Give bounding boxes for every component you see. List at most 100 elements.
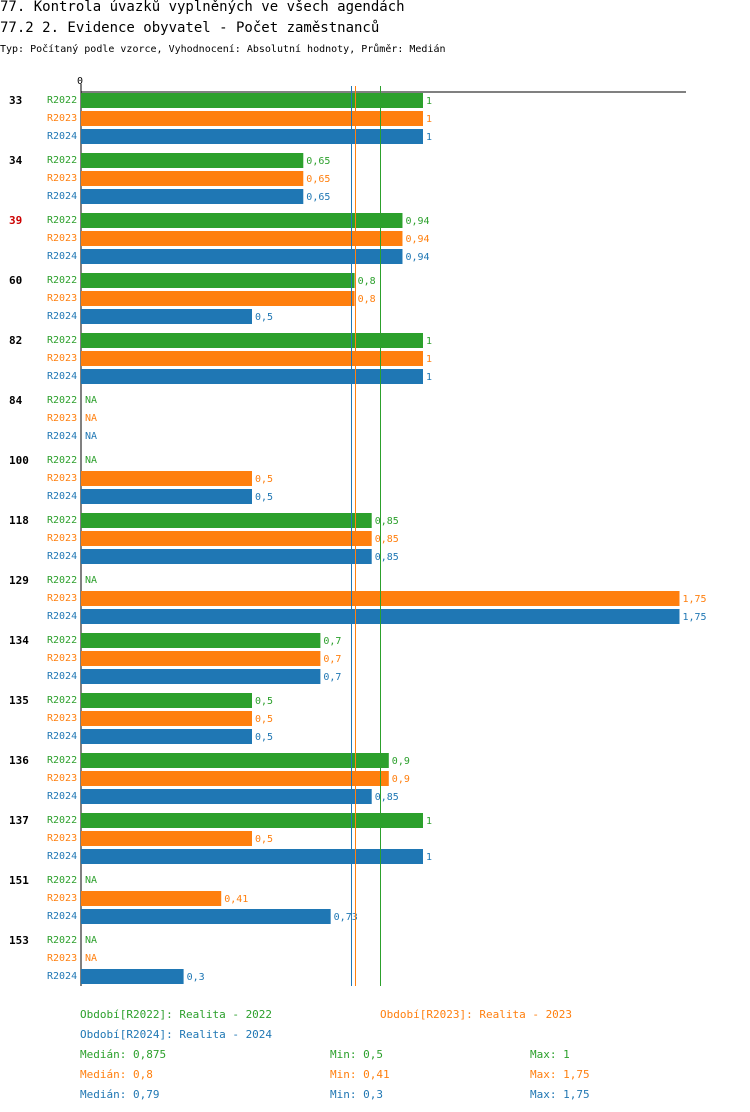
value-label: 1 — [426, 114, 432, 125]
bar — [81, 813, 423, 828]
value-label: 0,94 — [405, 252, 429, 263]
value-label: 0,73 — [334, 912, 358, 923]
value-label: 1 — [426, 132, 432, 143]
bar — [81, 831, 252, 846]
bar — [81, 969, 184, 984]
value-label: 0,7 — [323, 672, 341, 683]
stat-median: Medián: 0,875 — [80, 1048, 167, 1061]
series-label: R2022 — [47, 515, 77, 526]
category-label: 39 — [9, 214, 22, 227]
series-label: R2022 — [47, 215, 77, 226]
series-label: R2023 — [47, 653, 77, 664]
bar — [81, 693, 252, 708]
series-label: R2023 — [47, 233, 77, 244]
value-label: 1 — [426, 816, 432, 827]
value-label: 0,85 — [375, 534, 399, 545]
na-label: NA — [85, 455, 97, 466]
series-label: R2023 — [47, 713, 77, 724]
stat-min: Min: 0,5 — [330, 1048, 383, 1061]
na-label: NA — [85, 431, 97, 442]
value-label: 0,85 — [375, 516, 399, 527]
category-label: 33 — [9, 94, 22, 107]
bar — [81, 789, 372, 804]
bar — [81, 849, 423, 864]
series-label: R2024 — [47, 551, 77, 562]
chart-title: 77. Kontrola úvazků vyplněných ve všech … — [0, 0, 405, 15]
bar — [81, 471, 252, 486]
bar — [81, 93, 423, 108]
bar — [81, 633, 321, 648]
na-label: NA — [85, 413, 97, 424]
category-label: 153 — [9, 934, 29, 947]
series-label: R2024 — [47, 431, 77, 442]
bar — [81, 891, 222, 906]
bar — [81, 309, 252, 324]
series-label: R2023 — [47, 353, 77, 364]
category-label: 34 — [9, 154, 23, 167]
series-label: R2022 — [47, 935, 77, 946]
bar — [81, 369, 423, 384]
value-label: 0,5 — [255, 732, 273, 743]
category-label: 134 — [9, 634, 29, 647]
series-label: R2022 — [47, 755, 77, 766]
chart-subtitle: 77.2 2. Evidence obyvatel - Počet zaměst… — [0, 20, 380, 36]
bar — [81, 291, 355, 306]
na-label: NA — [85, 953, 97, 964]
series-label: R2022 — [47, 335, 77, 346]
legend-item: Období[R2022]: Realita - 2022 — [80, 1008, 273, 1021]
stat-min: Min: 0,41 — [330, 1068, 390, 1081]
series-label: R2023 — [47, 473, 77, 484]
category-label: 100 — [9, 454, 29, 467]
series-label: R2024 — [47, 791, 77, 802]
value-label: 0,5 — [255, 312, 273, 323]
legend-item: Období[R2024]: Realita - 2024 — [80, 1028, 273, 1041]
stat-max: Max: 1,75 — [530, 1068, 590, 1081]
value-label: 0,9 — [392, 756, 410, 767]
value-label: 0,5 — [255, 834, 273, 845]
value-label: 1 — [426, 96, 432, 107]
category-label: 84 — [9, 394, 23, 407]
series-label: R2024 — [47, 131, 77, 142]
series-label: R2023 — [47, 593, 77, 604]
category-label: 151 — [9, 874, 29, 887]
stat-max: Max: 1,75 — [530, 1088, 590, 1101]
bar — [81, 213, 403, 228]
stat-median: Medián: 0,79 — [80, 1088, 160, 1101]
value-label: 0,3 — [187, 972, 205, 983]
value-label: 1,75 — [683, 612, 707, 623]
value-label: 0,9 — [392, 774, 410, 785]
series-label: R2022 — [47, 695, 77, 706]
bar — [81, 171, 304, 186]
series-label: R2023 — [47, 833, 77, 844]
category-label: 129 — [9, 574, 29, 587]
series-label: R2022 — [47, 155, 77, 166]
bar — [81, 273, 355, 288]
bar — [81, 129, 423, 144]
value-label: 0,94 — [405, 216, 429, 227]
series-label: R2023 — [47, 533, 77, 544]
value-label: 0,8 — [358, 294, 376, 305]
bar — [81, 333, 423, 348]
na-label: NA — [85, 575, 97, 586]
bar — [81, 351, 423, 366]
value-label: 0,65 — [306, 174, 330, 185]
x-tick-label: 0 — [77, 76, 83, 87]
series-label: R2022 — [47, 395, 77, 406]
value-label: 1,75 — [683, 594, 707, 605]
value-label: 0,65 — [306, 192, 330, 203]
series-label: R2023 — [47, 173, 77, 184]
value-label: 1 — [426, 852, 432, 863]
value-label: 0,5 — [255, 474, 273, 485]
category-label: 135 — [9, 694, 29, 707]
category-label: 82 — [9, 334, 22, 347]
series-label: R2022 — [47, 95, 77, 106]
bar — [81, 189, 304, 204]
category-label: 118 — [9, 514, 29, 527]
series-label: R2022 — [47, 455, 77, 466]
series-label: R2022 — [47, 815, 77, 826]
bar — [81, 771, 389, 786]
series-label: R2024 — [47, 251, 77, 262]
value-label: 0,41 — [224, 894, 248, 905]
bar — [81, 909, 331, 924]
